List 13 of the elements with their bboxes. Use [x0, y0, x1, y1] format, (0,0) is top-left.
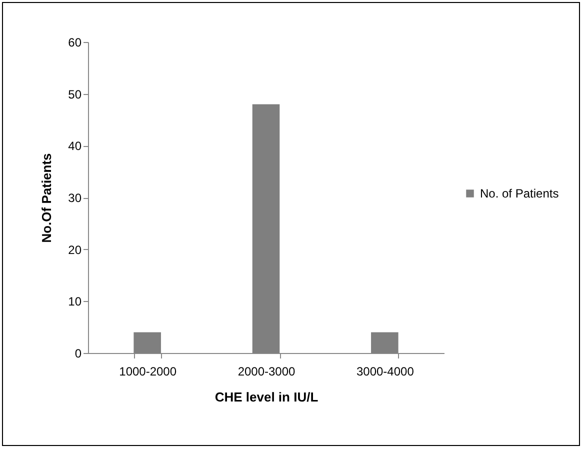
x-tick-label: 3000-4000 [356, 364, 414, 378]
y-tick-label: 40 [68, 139, 82, 154]
y-tick-label: 60 [68, 36, 82, 50]
y-axis-title: No.Of Patients [39, 153, 54, 243]
y-tick-label: 30 [68, 191, 82, 205]
legend-label: No. of Patients [480, 186, 559, 200]
x-tick-label: 1000-2000 [119, 364, 177, 378]
y-tick-label: 10 [68, 294, 82, 309]
x-tick-label: 2000-3000 [238, 364, 296, 378]
y-tick-label: 50 [68, 87, 82, 102]
y-tick-label: 0 [74, 346, 82, 360]
x-axis-title: CHE level in IU/L [214, 390, 318, 404]
y-tick-label: 20 [68, 242, 82, 257]
